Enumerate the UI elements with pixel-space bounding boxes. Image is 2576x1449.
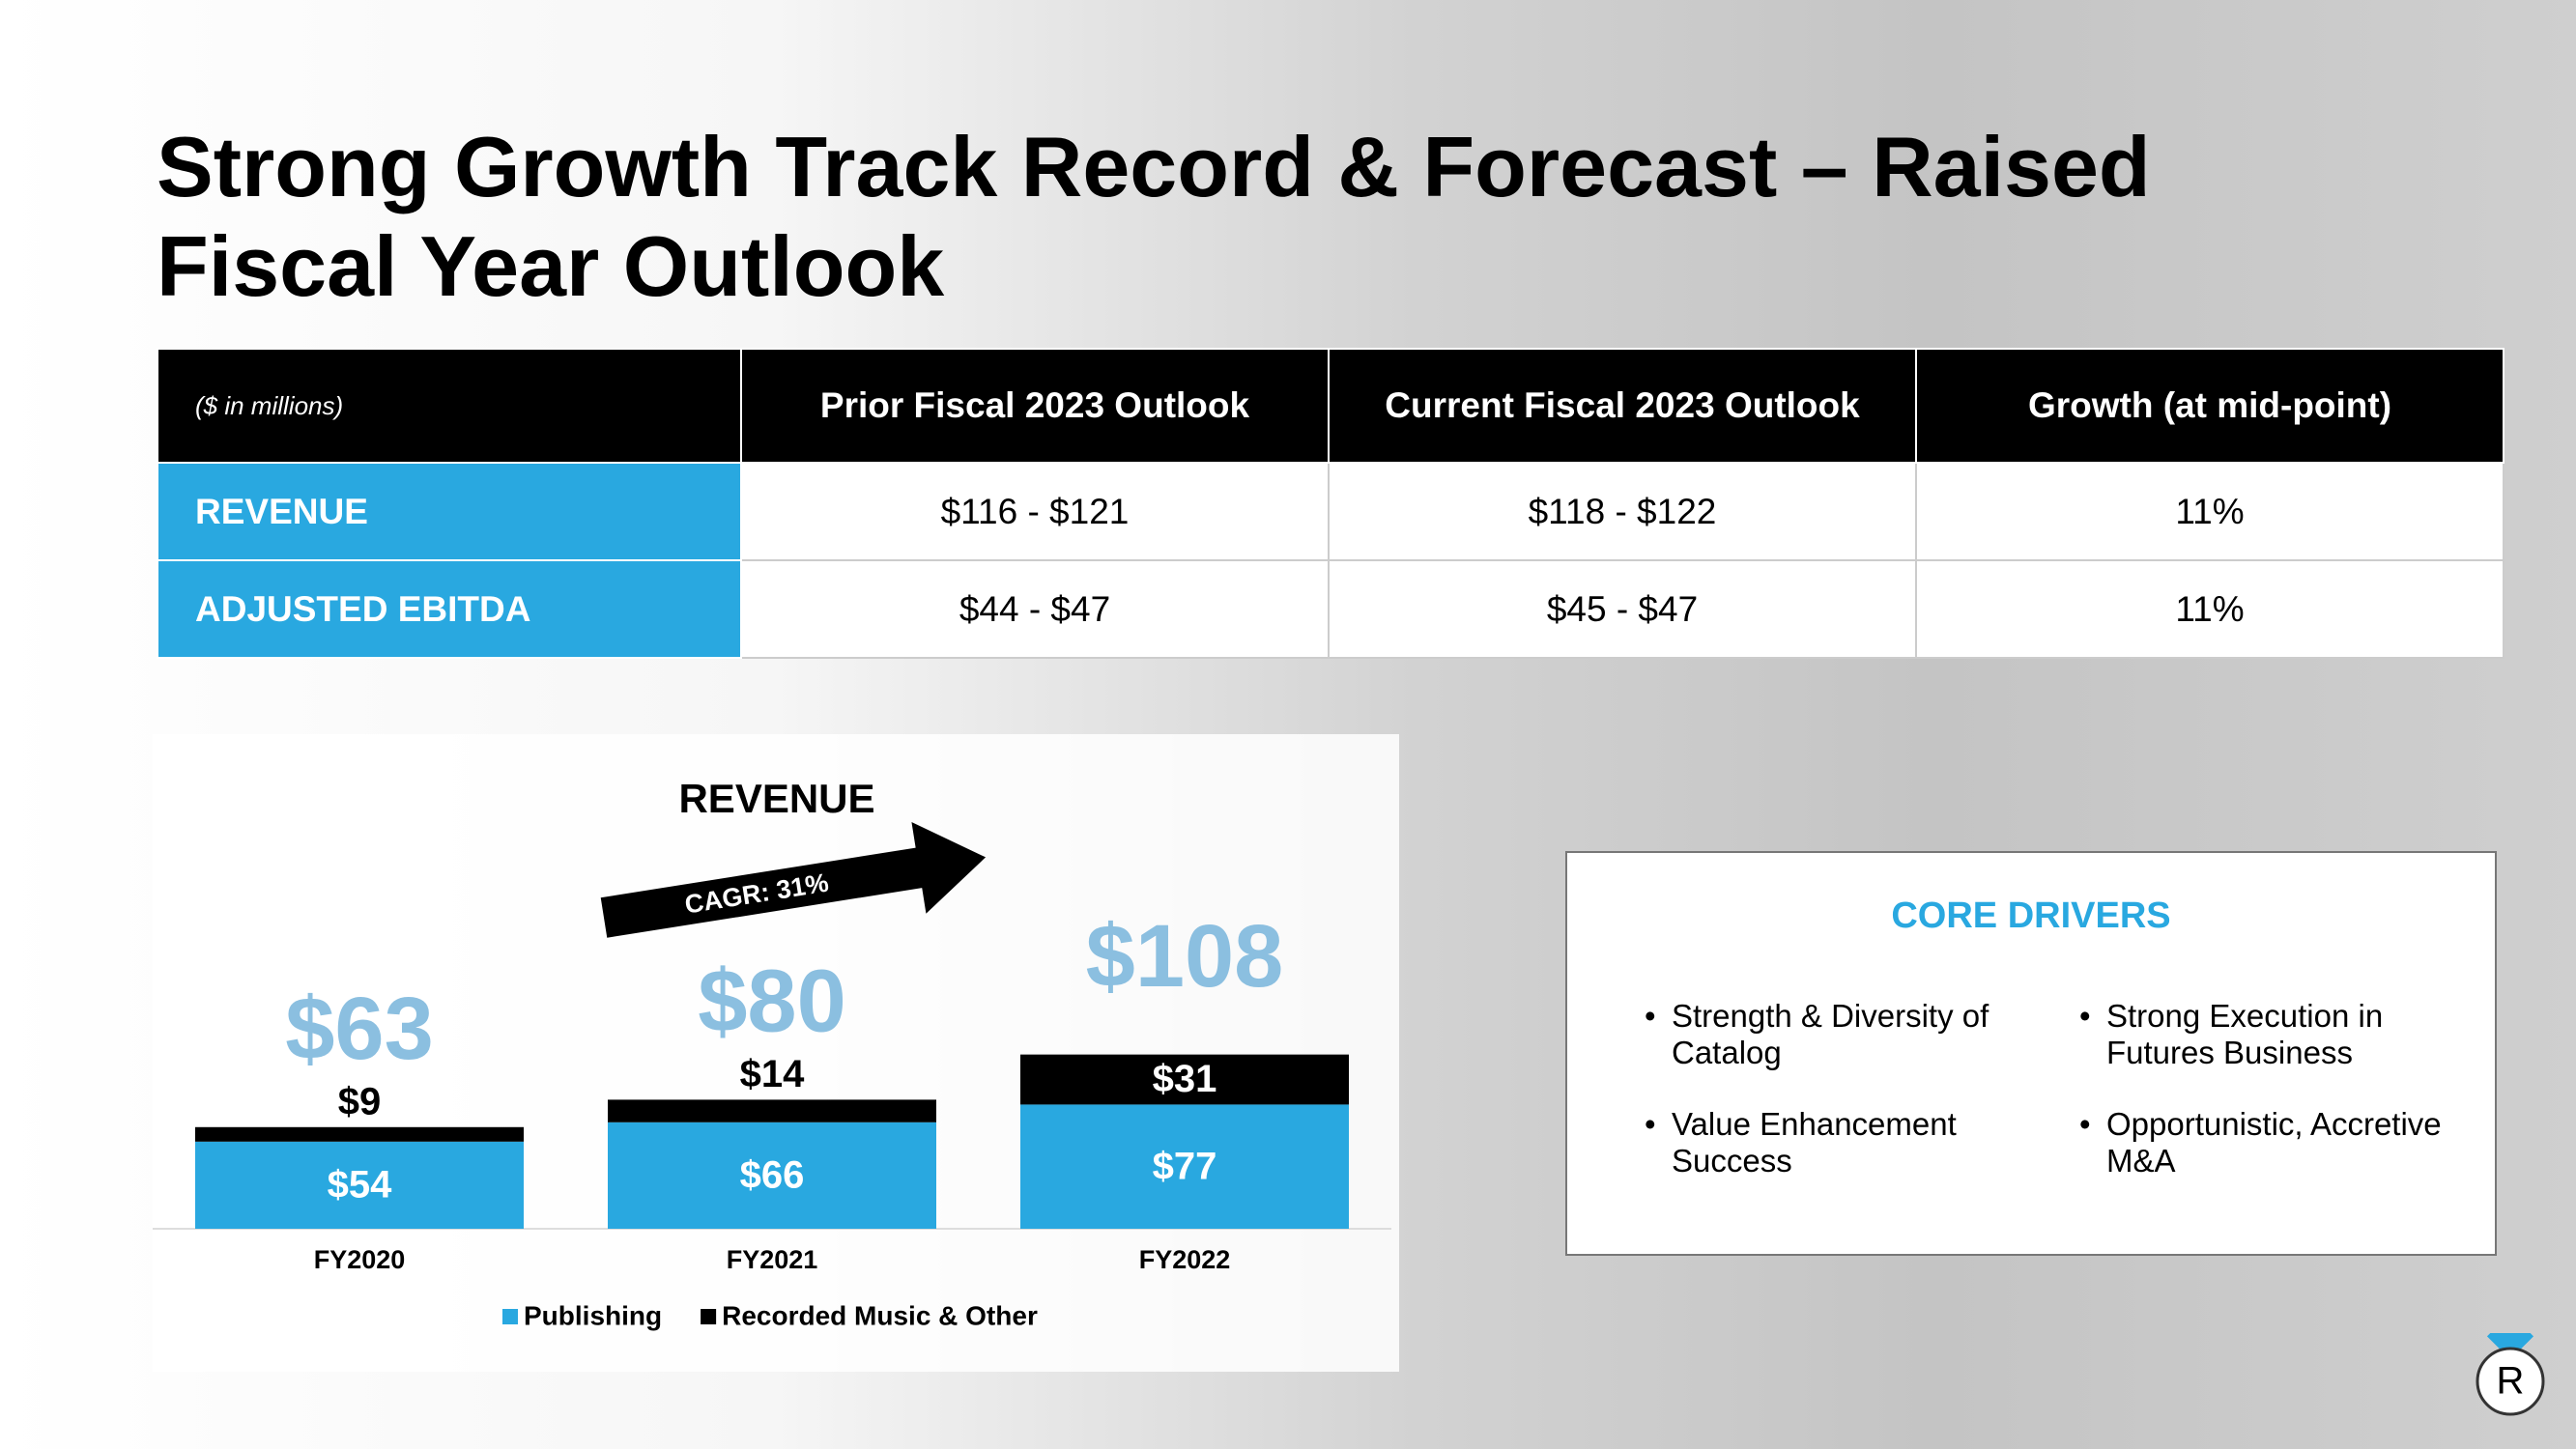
value-label: $14 — [740, 1053, 805, 1095]
value-label: $54 — [328, 1163, 392, 1206]
slide-title: Strong Growth Track Record & Forecast – … — [157, 119, 2151, 214]
bar-segment — [608, 1099, 936, 1122]
driver-item: Opportunistic, Accretive M&A — [2079, 1106, 2474, 1179]
logo: R — [2476, 1333, 2545, 1416]
svg-text:R: R — [2497, 1360, 2525, 1403]
bar-segment — [1020, 1054, 1349, 1105]
total-label: $108 — [1086, 907, 1284, 1006]
table-cell: $44 - $47 — [740, 559, 1330, 659]
table-cell: $45 - $47 — [1328, 559, 1917, 659]
legend-label: Publishing — [524, 1300, 662, 1330]
bar-segment — [1020, 1104, 1349, 1229]
table-cell: 11% — [1915, 462, 2504, 561]
bar-segment — [195, 1141, 524, 1229]
table-cell: 11% — [1915, 559, 2504, 659]
legend-swatch — [701, 1309, 717, 1324]
row-label: ADJUSTED EBITDA — [157, 559, 742, 659]
chart-title: REVENUE — [678, 776, 874, 821]
header-cell: Growth (at mid-point) — [1915, 348, 2504, 464]
total-label: $80 — [698, 952, 846, 1051]
table-row: REVENUE $116 - $121 $118 - $122 11% — [157, 462, 2504, 561]
table-cell: $116 - $121 — [740, 462, 1330, 561]
header-cell: ($ in millions) — [157, 348, 742, 464]
drivers-title: CORE DRIVERS — [1891, 895, 2171, 936]
core-drivers: CORE DRIVERS Strength & Diversity of Cat… — [1565, 851, 2497, 1256]
cagr-arrow: CAGR: 31% — [600, 821, 987, 938]
table-header-row: ($ in millions) Prior Fiscal 2023 Outlook… — [157, 348, 2504, 464]
legend-swatch — [502, 1309, 518, 1324]
legend-label: Recorded Music & Other — [722, 1300, 1038, 1330]
driver-item: Value Enhancement Success — [1645, 1106, 2039, 1179]
x-tick-label: FY2022 — [1139, 1245, 1231, 1274]
bar-segment — [608, 1122, 936, 1229]
value-label: $31 — [1153, 1058, 1217, 1100]
header-cell: Prior Fiscal 2023 Outlook — [740, 348, 1330, 464]
arrow-shape — [600, 821, 987, 938]
table-cell: $118 - $122 — [1328, 462, 1917, 561]
driver-item: Strength & Diversity of Catalog — [1645, 998, 2039, 1071]
value-label: $66 — [740, 1153, 805, 1196]
total-label: $63 — [285, 980, 434, 1078]
header-cell: Current Fiscal 2023 Outlook — [1328, 348, 1917, 464]
bar-segment — [195, 1126, 524, 1142]
x-tick-label: FY2021 — [727, 1245, 818, 1274]
slide-title: Fiscal Year Outlook — [157, 218, 945, 314]
outlook-table: ($ in millions) Prior Fiscal 2023 Outlook… — [157, 348, 2504, 659]
value-label: $77 — [1153, 1145, 1217, 1187]
chart-panel — [153, 734, 1399, 1372]
value-label: $9 — [338, 1080, 382, 1122]
x-tick-label: FY2020 — [314, 1245, 406, 1274]
driver-item: Strong Execution in Futures Business — [2079, 998, 2474, 1071]
row-label: REVENUE — [157, 462, 742, 561]
table-row: ADJUSTED EBITDA $44 - $47 $45 - $47 11% — [157, 559, 2504, 659]
